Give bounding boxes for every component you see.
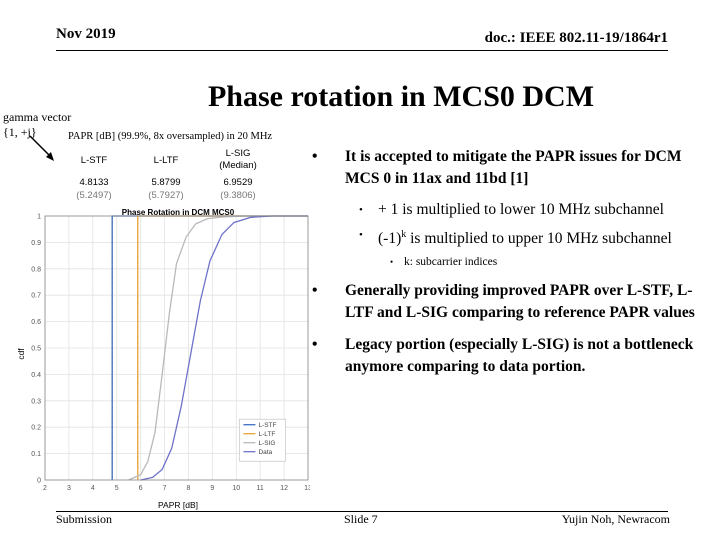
x-tick-label: 10 <box>232 485 240 492</box>
y-tick-label: 0.5 <box>31 346 41 353</box>
col-header-lstf: L-STF <box>80 154 108 166</box>
chart-legend: L-STF L-LTF L-SIG Data <box>239 418 286 462</box>
header-doc-id: doc.: IEEE 802.11-19/1864r1 <box>484 30 668 46</box>
footer-divider <box>56 511 668 512</box>
bullet-2-text: Generally providing improved PAPR over L… <box>345 282 695 322</box>
bullet-list: • It is accepted to mitigate the PAPR iss… <box>312 146 707 388</box>
bullet-1-sub-3-text: k: subcarrier indices <box>404 256 498 269</box>
value-lstf-main: 4.8133 <box>79 177 109 188</box>
chart-ylabel: cdf <box>18 348 26 360</box>
gamma-vector-label: gamma vector {1, +j} <box>3 110 71 140</box>
value-lltf-main: 5.8799 <box>151 177 181 188</box>
y-tick-label: 0.1 <box>31 451 41 458</box>
papr-table: L-STF L-LTF L-SIG (Median) 4.8133 (5.2497… <box>58 146 274 204</box>
x-tick-label: 12 <box>280 485 288 492</box>
bullet-1: • It is accepted to mitigate the PAPR iss… <box>312 148 682 187</box>
value-lsig: 6.9529 (9.3806) <box>202 174 274 204</box>
value-lstf-ref: (5.2497) <box>76 190 112 201</box>
x-tick-label: 9 <box>210 485 214 492</box>
legend-label: Data <box>258 449 272 456</box>
gamma-line-1: gamma vector <box>3 110 72 124</box>
y-tick-label: 0.2 <box>31 425 41 432</box>
x-tick-label: 7 <box>163 485 167 492</box>
footer-slide-number: Slide 7 <box>344 512 378 526</box>
bullet-1-sub-1: • + 1 is multiplied to lower 10 MHz subch… <box>359 201 664 218</box>
col-header-lsig: L-SIG (Median) <box>202 146 274 174</box>
chart-axes: 2 3 4 5 6 7 8 9 10 11 12 13 0 0.1 0.2 0.3 0.4 0.5 0.6 0.7 0.… <box>31 214 310 493</box>
value-lsig-main: 6.9529 <box>223 177 253 188</box>
chart-xlabel: PAPR [dB] <box>158 500 198 510</box>
cdf-chart: 2 3 4 5 6 7 8 9 10 11 12 13 0 0.1 0.2 0.3 0.4 0.5 0.6 0.7 0.… <box>18 208 310 510</box>
y-tick-label: 1 <box>37 214 41 221</box>
chart-title: Phase Rotation in DCM MCS0 <box>122 208 235 217</box>
plot-frame <box>44 215 309 481</box>
series-data <box>140 215 308 481</box>
legend-label: L-SIG <box>258 440 275 447</box>
bullet-1-sub-2-sup: k <box>401 229 407 240</box>
y-tick-label: 0.7 <box>31 293 41 300</box>
bullet-1-sub-3: • k: subcarrier indices <box>390 256 498 269</box>
x-tick-label: 3 <box>67 485 71 492</box>
value-lltf-ref: (5.7927) <box>148 190 184 201</box>
value-lstf: 4.8133 (5.2497) <box>58 174 130 204</box>
gamma-line-2: {1, +j} <box>3 125 37 139</box>
y-tick-label: 0.9 <box>31 240 41 247</box>
x-tick-label: 13 <box>304 485 310 492</box>
bullet-1-sub-2-pre: (-1) <box>378 230 402 248</box>
col-header-lsig-text: L-SIG (Median) <box>219 148 257 171</box>
header-date: Nov 2019 <box>56 26 116 42</box>
bullet-3: • Legacy portion (especially L-SIG) is no… <box>312 336 694 376</box>
y-tick-label: 0.3 <box>31 398 41 405</box>
legend-label: L-STF <box>258 422 276 429</box>
bullet-2: • Generally providing improved PAPR over … <box>312 282 695 322</box>
legend-label: L-LTF <box>258 431 275 438</box>
bullet-1-text: It is accepted to mitigate the PAPR issu… <box>345 148 682 187</box>
value-lltf: 5.8799 (5.7927) <box>130 174 202 204</box>
bullet-1-sub-2: • (-1)k is multiplied to upper 10 MHz sub… <box>359 229 672 248</box>
y-tick-label: 0.8 <box>31 266 41 273</box>
x-tick-label: 11 <box>257 485 264 492</box>
x-tick-label: 5 <box>115 485 119 492</box>
col-header-lltf: L-LTF <box>153 154 179 166</box>
value-lsig-ref: (9.3806) <box>220 190 256 201</box>
y-tick-label: 0 <box>37 478 41 485</box>
y-tick-label: 0.6 <box>31 319 41 326</box>
x-tick-label: 2 <box>43 485 47 492</box>
footer-submission: Submission <box>56 512 113 526</box>
x-tick-label: 4 <box>91 485 95 492</box>
legend-box <box>239 418 286 462</box>
header-divider <box>56 50 668 51</box>
bullet-1-sub-2-post: is multiplied to upper 10 MHz subchannel <box>406 230 672 248</box>
series-l-sig <box>128 215 308 481</box>
bullet-1-sub-1-text: + 1 is multiplied to lower 10 MHz subcha… <box>378 201 664 218</box>
x-tick-label: 6 <box>139 485 143 492</box>
y-tick-label: 0.4 <box>31 372 41 379</box>
x-tick-label: 8 <box>187 485 191 492</box>
footer-author: Yujin Noh, Newracom <box>561 512 670 526</box>
slide-title-text: Phase rotation in MCS0 DCM <box>207 80 595 113</box>
table-caption: PAPR [dB] (99.9%, 8x oversampled) in 20 … <box>68 131 273 142</box>
bullet-3-text: Legacy portion (especially L-SIG) is not… <box>345 336 694 376</box>
slide-title: Phase rotation in MCS0 DCM <box>0 80 720 114</box>
